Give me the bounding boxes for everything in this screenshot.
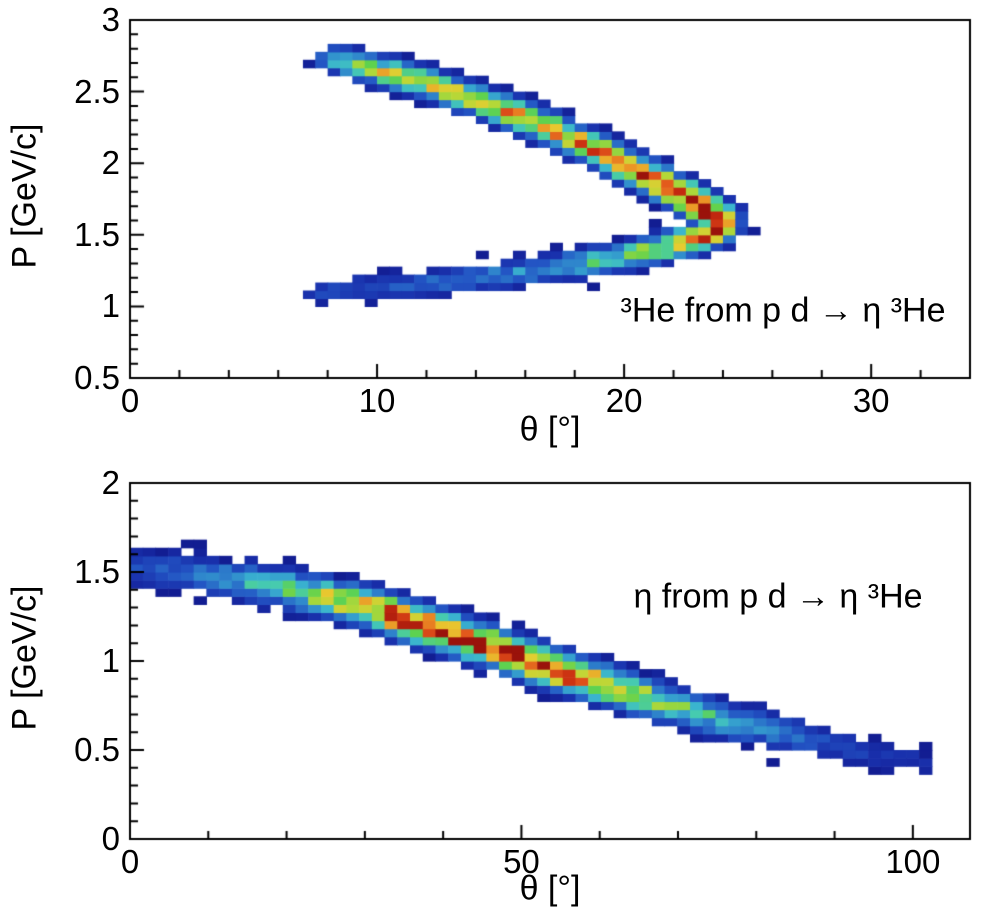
x-tick-label: 100 bbox=[885, 843, 941, 880]
top-plot-annotation: ³He from p d → η ³He bbox=[620, 291, 946, 330]
y-tick-label: 0.5 bbox=[74, 731, 120, 768]
y-tick-label: 0 bbox=[101, 820, 120, 857]
x-tick-label: 0 bbox=[120, 843, 140, 880]
x-tick-label: 20 bbox=[605, 382, 643, 419]
y-tick-label: 3 bbox=[101, 1, 120, 38]
y-tick-label: 1.5 bbox=[74, 553, 120, 590]
y-tick-label: 2 bbox=[101, 144, 120, 182]
y-tick-label: 2.5 bbox=[74, 72, 120, 110]
x-tick-label: 50 bbox=[503, 843, 540, 880]
x-tick-label: 30 bbox=[852, 382, 890, 419]
top-y-axis-title: P [GeV/c] bbox=[5, 123, 44, 269]
bottom-plot-annotation: η from p d → η ³He bbox=[633, 577, 923, 616]
x-tick-label: 0 bbox=[120, 382, 140, 419]
y-tick-label: 2 bbox=[101, 464, 120, 501]
x-tick-label: 10 bbox=[358, 382, 396, 419]
y-tick-label: 1 bbox=[101, 287, 120, 325]
bottom-x-axis-title: θ [°] bbox=[519, 869, 581, 908]
top-x-axis-title: θ [°] bbox=[519, 410, 581, 449]
y-tick-label: 1.5 bbox=[74, 215, 120, 253]
bottom-y-axis-title: P [GeV/c] bbox=[5, 585, 44, 731]
y-tick-label: 1 bbox=[101, 642, 120, 679]
y-tick-label: 0.5 bbox=[74, 359, 120, 396]
